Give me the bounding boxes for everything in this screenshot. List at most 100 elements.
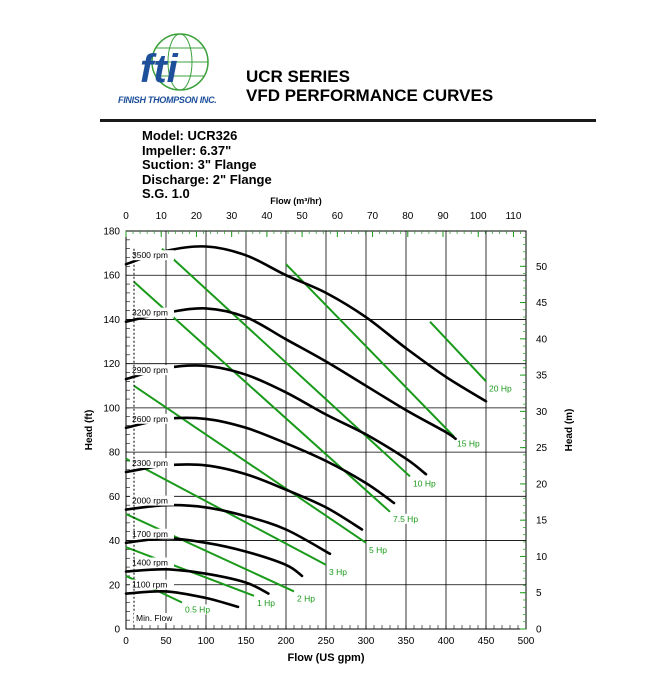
x-tick-label: 200 <box>278 636 295 647</box>
x-tick-label: 150 <box>238 636 255 647</box>
rpm-label: 3500 rpm <box>132 250 168 260</box>
x-tick-label: 100 <box>198 636 215 647</box>
hp-label-bg <box>456 438 484 449</box>
rpm-curve <box>124 364 428 476</box>
rpm-label-bg <box>130 579 174 590</box>
title-line-2: VFD PERFORMANCE CURVES <box>246 86 494 105</box>
y2-tick-label: 35 <box>536 371 548 382</box>
hp-label: 20 Hp <box>489 383 512 393</box>
hp-label-bg <box>256 597 279 608</box>
x2-tick-label: 70 <box>367 211 379 222</box>
spec-sg: S.G. 1.0 <box>142 186 190 201</box>
rpm-label: 2300 rpm <box>132 458 168 468</box>
hp-label-bg <box>488 383 516 394</box>
min-flow-label: Min. Flow <box>136 613 173 623</box>
y-tick-label: 20 <box>109 580 121 591</box>
rpm-label-bg <box>130 413 174 424</box>
hp-label: 1 Hp <box>257 598 275 608</box>
y2-tick-label: 15 <box>536 516 548 527</box>
x2-tick-label: 80 <box>402 211 414 222</box>
y2-tick-label: 10 <box>536 552 548 563</box>
rpm-label-bg <box>130 250 174 261</box>
spec-suction: Suction: 3" Flange <box>142 157 257 172</box>
y-axis-label: Head (ft) <box>84 410 95 451</box>
rpm-label: 1400 rpm <box>132 558 168 568</box>
header-rule <box>100 119 596 122</box>
hp-line <box>429 320 487 383</box>
hp-label-bg <box>296 593 319 604</box>
rpm-label-bg <box>130 528 174 539</box>
y-tick-label: 160 <box>103 271 120 282</box>
x2-axis-label: Flow (m³/hr) <box>270 196 322 206</box>
hp-line <box>125 513 295 593</box>
hp-label-bg <box>368 544 391 555</box>
hp-line <box>285 263 455 438</box>
hp-label: 10 Hp <box>413 478 436 488</box>
company-name: FINISH THOMPSON INC. <box>118 95 217 105</box>
hp-label-bg <box>412 478 440 489</box>
x2-tick-label: 90 <box>437 211 449 222</box>
x-tick-label: 250 <box>318 636 335 647</box>
hp-label-bg <box>392 513 426 524</box>
spec-model: Model: UCR326 <box>142 128 238 143</box>
x2-tick-label: 40 <box>261 211 273 222</box>
hp-label: 2 Hp <box>297 593 315 603</box>
y-tick-label: 120 <box>103 359 120 370</box>
spec-block: Model: UCR326 Impeller: 6.37" Suction: 3… <box>142 128 272 202</box>
rpm-label: 1100 rpm <box>132 580 167 590</box>
hp-label: 5 Hp <box>369 545 387 555</box>
x2-tick-label: 60 <box>332 211 344 222</box>
x2-tick-label: 0 <box>123 211 129 222</box>
spec-impeller: Impeller: 6.37" <box>142 142 232 158</box>
x-tick-label: 400 <box>438 636 455 647</box>
y2-tick-label: 40 <box>536 334 548 345</box>
x-tick-label: 300 <box>358 636 375 647</box>
y2-tick-label: 50 <box>536 262 548 273</box>
hp-label: 0.5 Hp <box>185 604 210 614</box>
rpm-label-bg <box>130 495 174 506</box>
rpm-label-bg <box>130 458 174 469</box>
x2-tick-label: 30 <box>226 211 238 222</box>
min-flow-label-bg <box>134 613 178 623</box>
y2-tick-label: 45 <box>536 298 548 309</box>
x-tick-label: 0 <box>123 636 129 647</box>
rpm-curve <box>124 306 457 441</box>
hp-label-bg <box>328 566 351 577</box>
y2-tick-label: 30 <box>536 407 548 418</box>
x-axis-label: Flow (US gpm) <box>288 652 365 664</box>
fti-logo: fti <box>140 33 209 91</box>
rpm-label-bg <box>130 307 174 318</box>
rpm-curve <box>124 589 240 609</box>
y-tick-label: 180 <box>103 227 120 238</box>
x-tick-label: 450 <box>478 636 495 647</box>
rpm-label: 3200 rpm <box>132 308 168 318</box>
x2-tick-label: 100 <box>470 211 487 222</box>
logo-text: fti <box>140 47 179 91</box>
rpm-curve <box>124 567 270 595</box>
rpm-label: 2900 rpm <box>132 365 168 375</box>
y2-tick-label: 20 <box>536 479 548 490</box>
hp-label-bg <box>184 604 218 615</box>
page-title: UCR SERIES VFD PERFORMANCE CURVES <box>246 67 493 105</box>
x-tick-label: 500 <box>518 636 535 647</box>
x-tick-label: 350 <box>398 636 415 647</box>
y-tick-label: 0 <box>114 625 120 636</box>
y2-axis-label: Head (m) <box>564 409 575 452</box>
rpm-label-bg <box>130 557 174 568</box>
y2-tick-label: 25 <box>536 443 548 454</box>
hp-line <box>133 384 367 544</box>
hp-label: 15 Hp <box>457 439 480 449</box>
rpm-label-bg <box>130 365 174 376</box>
y-tick-label: 60 <box>109 492 121 503</box>
rpm-curve <box>124 245 488 403</box>
rpm-label: 2000 rpm <box>132 496 168 506</box>
x-tick-label: 50 <box>160 636 172 647</box>
hp-label: 7.5 Hp <box>393 514 418 524</box>
y-tick-label: 40 <box>109 536 121 547</box>
y2-tick-label: 5 <box>536 588 542 599</box>
y2-tick-label: 0 <box>536 625 542 636</box>
hp-line <box>161 247 411 478</box>
hp-label: 3 Hp <box>329 567 347 577</box>
x2-tick-label: 20 <box>191 211 203 222</box>
